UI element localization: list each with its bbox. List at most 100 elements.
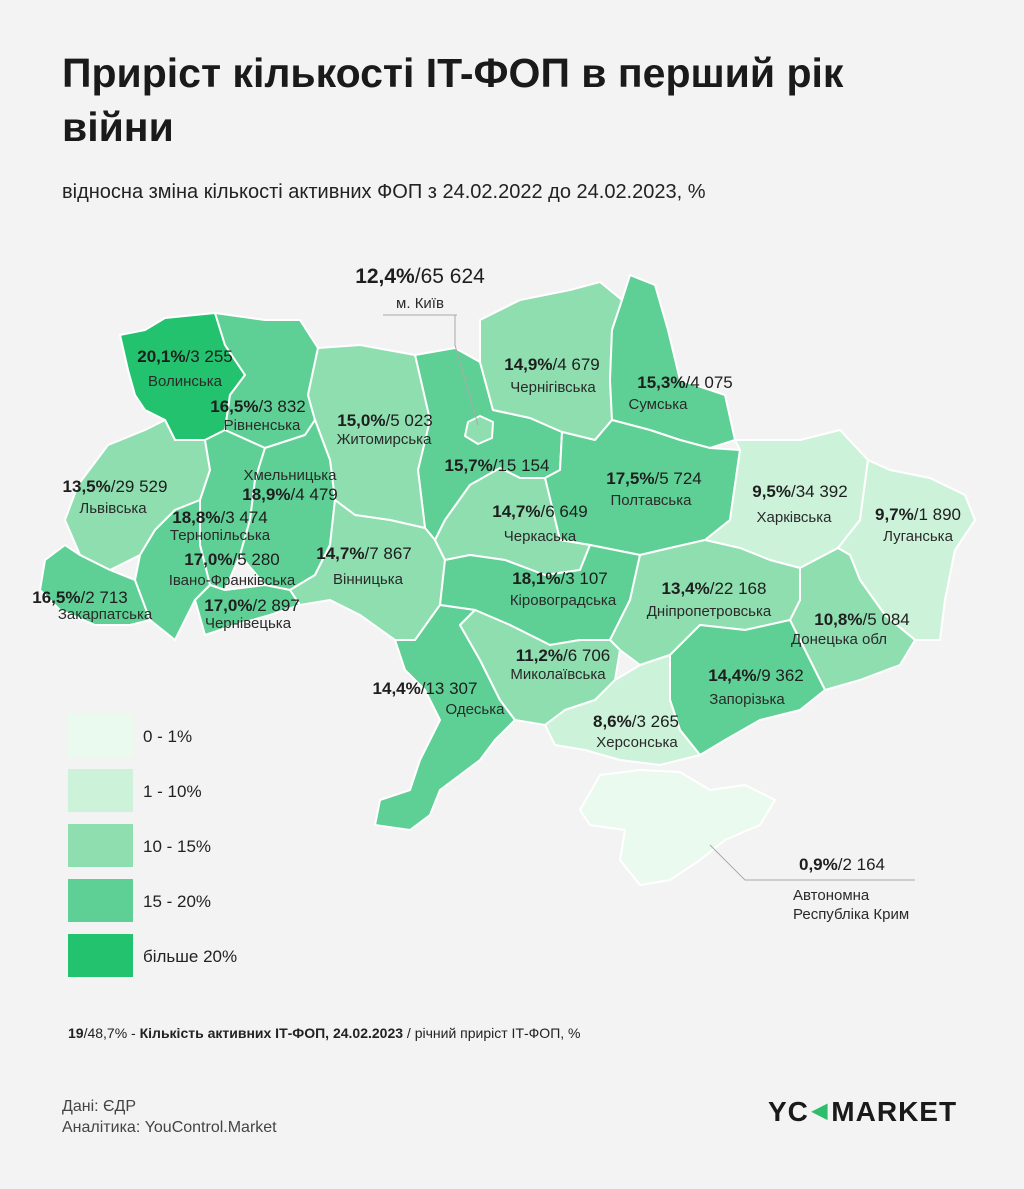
region-count: /13 307	[421, 679, 478, 698]
region-crimea[interactable]	[579, 769, 776, 886]
region-value-label: 12,4%/65 624	[355, 265, 485, 288]
region-value-label: 15,3%/4 075	[637, 373, 732, 392]
region-count: /2 897	[252, 596, 299, 615]
legend-label: 15 - 20%	[143, 892, 212, 911]
brand-logo: YC ◀ MARKET	[768, 1096, 957, 1128]
region-name: Полтавська	[611, 492, 693, 509]
region-growth: 18,8%	[172, 508, 220, 527]
region-value-label: 17,0%/5 280	[184, 550, 279, 569]
region-name: Автономна	[793, 887, 870, 904]
region-growth: 17,0%	[204, 596, 252, 615]
region-name: Вінницька	[333, 571, 404, 588]
region-count: /3 474	[220, 508, 267, 527]
region-growth: 9,5%	[752, 482, 791, 501]
region-count: /3 832	[258, 397, 305, 416]
region-growth: 20,1%	[137, 347, 185, 366]
region-ternopil[interactable]	[199, 429, 266, 591]
region-name: Чернівецька	[205, 615, 292, 632]
region-count: /6 649	[540, 502, 587, 521]
region-value-label: 17,0%/2 897	[204, 596, 299, 615]
region-value-label: 14,4%/13 307	[373, 679, 478, 698]
region-sumy[interactable]	[609, 274, 736, 449]
region-value-label: 10,8%/5 084	[814, 610, 909, 629]
region-name: Рівненська	[224, 417, 301, 434]
region-kherson[interactable]	[544, 654, 701, 766]
region-value-label: 9,7%/1 890	[875, 505, 961, 524]
note-example-rest: /48,7% -	[83, 1025, 140, 1041]
region-name: Херсонська	[596, 734, 678, 751]
region-count: /2 164	[838, 855, 885, 874]
kyiv-leader-line	[454, 315, 479, 426]
region-growth: 0,9%	[799, 855, 838, 874]
region-growth: 18,9%	[242, 485, 290, 504]
region-value-label: 14,4%/9 362	[708, 666, 803, 685]
region-count: /6 706	[563, 646, 610, 665]
region-chernivtsi[interactable]	[194, 584, 301, 636]
region-count: /5 084	[862, 610, 909, 629]
region-growth: 14,4%	[373, 679, 421, 698]
legend-swatch	[68, 824, 133, 867]
region-growth: 8,6%	[593, 712, 632, 731]
region-name: Чернігівська	[510, 379, 596, 396]
brand-logo-right: MARKET	[831, 1096, 958, 1127]
region-count: /22 168	[710, 579, 767, 598]
region-growth: 17,5%	[606, 469, 654, 488]
region-name: Житомирська	[337, 431, 433, 448]
region-value-label: 17,5%/5 724	[606, 469, 701, 488]
crimea-leader-line	[709, 844, 915, 881]
region-count: /3 107	[560, 569, 607, 588]
region-growth: 14,9%	[504, 355, 552, 374]
region-value-label: 14,7%/6 649	[492, 502, 587, 521]
region-growth: 15,0%	[337, 411, 385, 430]
legend-swatch	[68, 934, 133, 977]
region-value-label: 13,4%/22 168	[662, 579, 767, 598]
page-subtitle: відносна зміна кількості активних ФОП з …	[62, 181, 706, 203]
brand-logo-left: YC	[768, 1096, 809, 1127]
region-value-label: 9,5%/34 392	[752, 482, 847, 501]
region-count: /3 255	[185, 347, 232, 366]
region-name: Тернопільська	[170, 527, 271, 544]
region-growth: 13,4%	[662, 579, 710, 598]
note-bold-text: Кількість активних ІТ-ФОП, 24.02.2023	[139, 1025, 404, 1041]
region-value-label: 20,1%/3 255	[137, 347, 232, 366]
region-name: Хмельницька	[243, 467, 337, 484]
region-count: /4 679	[552, 355, 599, 374]
region-name: м. Київ	[396, 295, 444, 312]
region-name: Сумська	[628, 396, 688, 413]
region-growth: 11,2%	[516, 646, 563, 665]
region-name: Кіровоградська	[510, 592, 617, 609]
legend-label: 1 - 10%	[143, 782, 202, 801]
region-growth: 17,0%	[184, 550, 232, 569]
region-growth: 15,7%	[445, 456, 493, 475]
region-value-label: 8,6%/3 265	[593, 712, 679, 731]
region-growth: 14,7%	[492, 502, 540, 521]
legend-swatch	[68, 879, 133, 922]
region-zakarpattia[interactable]	[39, 544, 151, 626]
region-growth: 15,3%	[637, 373, 685, 392]
region-count: /9 362	[756, 666, 803, 685]
region-name: Донецька обл	[791, 631, 887, 648]
region-name: Харківська	[757, 509, 833, 526]
region-value-label: 16,5%/3 832	[210, 397, 305, 416]
region-count: /5 023	[385, 411, 432, 430]
note-example-count: 19	[68, 1025, 84, 1041]
page-title: Приріст кількості IT-ФОП в перший рік ві…	[62, 50, 844, 150]
region-name: Запорізька	[709, 691, 785, 708]
region-growth: 18,1%	[512, 569, 560, 588]
region-growth: 16,5%	[32, 588, 80, 607]
region-growth: 16,5%	[210, 397, 258, 416]
region-kyiv-city[interactable]	[464, 415, 494, 445]
region-value-label: 18,9%/4 479	[242, 485, 337, 504]
region-count: /4 075	[685, 373, 732, 392]
region-count: /34 392	[791, 482, 848, 501]
region-value-label: 18,1%/3 107	[512, 569, 607, 588]
region-value-label: 16,5%/2 713	[32, 588, 127, 607]
sources: Дані: ЄДР Аналітика: YouControl.Market	[62, 1096, 277, 1138]
region-name: Івано-Франківська	[169, 572, 296, 589]
legend-swatch	[68, 714, 133, 757]
region-value-label: 13,5%/29 529	[63, 477, 168, 496]
region-count: /29 529	[111, 477, 168, 496]
region-count: /65 624	[415, 265, 485, 288]
region-value-label: 18,8%/3 474	[172, 508, 267, 527]
